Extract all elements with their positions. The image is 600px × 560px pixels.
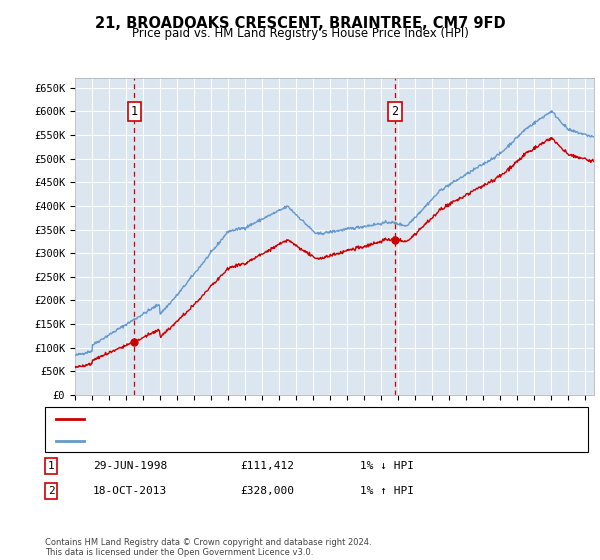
Text: 1% ↑ HPI: 1% ↑ HPI — [360, 486, 414, 496]
Text: Price paid vs. HM Land Registry's House Price Index (HPI): Price paid vs. HM Land Registry's House … — [131, 27, 469, 40]
Text: £328,000: £328,000 — [240, 486, 294, 496]
Text: 29-JUN-1998: 29-JUN-1998 — [93, 461, 167, 471]
Text: 1% ↓ HPI: 1% ↓ HPI — [360, 461, 414, 471]
Text: £111,412: £111,412 — [240, 461, 294, 471]
Text: 21, BROADOAKS CRESCENT, BRAINTREE, CM7 9FD (detached house): 21, BROADOAKS CRESCENT, BRAINTREE, CM7 9… — [88, 414, 446, 424]
Text: 21, BROADOAKS CRESCENT, BRAINTREE, CM7 9FD: 21, BROADOAKS CRESCENT, BRAINTREE, CM7 9… — [95, 16, 505, 31]
Text: 18-OCT-2013: 18-OCT-2013 — [93, 486, 167, 496]
Text: 2: 2 — [47, 486, 55, 496]
Text: HPI: Average price, detached house, Braintree: HPI: Average price, detached house, Brai… — [88, 436, 329, 446]
Text: 2: 2 — [391, 105, 398, 118]
Text: 1: 1 — [131, 105, 138, 118]
Text: 1: 1 — [47, 461, 55, 471]
Text: Contains HM Land Registry data © Crown copyright and database right 2024.
This d: Contains HM Land Registry data © Crown c… — [45, 538, 371, 557]
